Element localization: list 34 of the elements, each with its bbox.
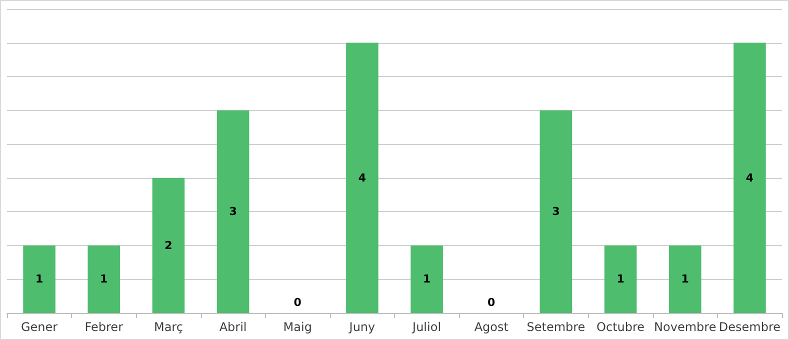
data-label: 4 (746, 171, 754, 184)
data-label: 1 (422, 272, 431, 286)
x-tick-label: Desembre (718, 320, 781, 334)
data-label: 0 (294, 296, 302, 309)
data-label: 3 (229, 205, 237, 218)
data-label: 1 (681, 272, 689, 286)
bar (346, 42, 378, 313)
x-tick-label: Juliol (412, 320, 442, 334)
x-tick-label: Setembre (526, 320, 586, 334)
bar (734, 42, 766, 313)
bar (152, 178, 185, 313)
bar (23, 245, 56, 313)
data-label: 1 (100, 272, 108, 286)
bar (604, 245, 637, 313)
data-label: 3 (552, 205, 560, 218)
bar (88, 245, 120, 313)
x-tick-label: Juny (348, 320, 376, 334)
x-tick-label: Agost (474, 320, 509, 334)
bar (216, 110, 250, 313)
data-label: 2 (164, 238, 172, 252)
data-label: 1 (616, 272, 624, 286)
x-tick-label: Febrer (84, 320, 124, 334)
bar (668, 245, 702, 313)
data-label: 0 (488, 296, 496, 309)
bar (540, 110, 572, 313)
x-tick-label: Març (154, 320, 183, 334)
x-tick-label: Octubre (596, 320, 645, 334)
x-tick-label: Maig (283, 320, 312, 334)
bar (410, 245, 443, 313)
x-tick-label: Abril (219, 320, 247, 334)
data-label: 1 (35, 272, 44, 286)
x-tick-label: Gener (20, 320, 58, 334)
data-label: 4 (358, 171, 366, 184)
x-tick-label: Novembre (654, 320, 716, 334)
